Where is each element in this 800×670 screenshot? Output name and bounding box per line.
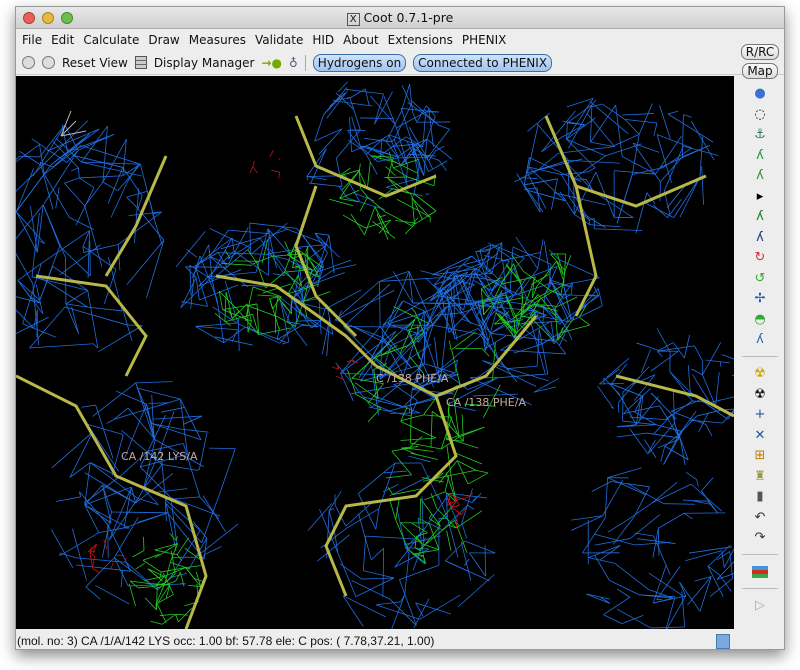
close-button[interactable]	[23, 12, 35, 24]
bond-trace	[104, 155, 168, 277]
difference-map-negative	[446, 492, 474, 527]
status-indicator	[716, 634, 730, 649]
rotate-zone-icon[interactable]: ↺	[754, 270, 766, 286]
bond-trace	[294, 185, 358, 338]
zoom-button[interactable]	[61, 12, 73, 24]
edit-chi-icon[interactable]: ʎ	[756, 332, 764, 347]
separator	[742, 588, 778, 589]
display-manager-icon	[134, 56, 147, 69]
difference-map-negative	[249, 150, 281, 179]
display-manager-button[interactable]: Display Manager	[153, 55, 255, 70]
rotate-translate-icon[interactable]: ↻	[754, 250, 766, 265]
reset-view-button[interactable]: Reset View	[62, 55, 128, 70]
molecule-icon[interactable]: ♁	[289, 55, 298, 70]
arrow-right-icon[interactable]: ▸	[756, 188, 764, 204]
map-button[interactable]: Map	[742, 63, 778, 79]
redo-icon[interactable]: ↷	[754, 530, 766, 545]
stamp-icon[interactable]: ♜	[754, 468, 766, 484]
separator	[742, 554, 778, 555]
map-mesh	[597, 328, 734, 466]
map-mesh	[51, 381, 239, 605]
bond-trace	[215, 274, 378, 368]
graphics-viewport[interactable]: CA /142 LYS/A C /138 PHE/A CA /138 PHE/A	[16, 76, 734, 629]
atom-label: CA /138 PHE/A	[446, 396, 526, 409]
difference-map-positive	[214, 239, 331, 335]
anchor-icon[interactable]: ⚓	[754, 127, 766, 142]
flip-peptide-icon[interactable]: ✢	[754, 291, 766, 306]
delete-icon[interactable]: ▮	[756, 489, 764, 504]
rrc-button[interactable]: R/RC	[740, 44, 780, 60]
difference-map-positive	[385, 436, 489, 564]
play-icon[interactable]	[22, 56, 35, 69]
expand-arrow-icon[interactable]: ▷	[755, 598, 765, 613]
model-toolbar: R/RC Map ● ◌ ⚓ ʎ ʎ ▸ ʎ ʎ ↻ ↺ ✢ ◓ ʎ ☢ ☢ + ✕ ⊞ ♜ ▮ ↶ ↷ ▷	[736, 44, 784, 631]
menu-bar: File Edit Calculate Draw Measures Valida…	[16, 29, 784, 51]
difference-map-negative	[331, 359, 358, 380]
map-mesh	[514, 97, 719, 234]
atom-label: C /138 PHE/A	[376, 372, 449, 385]
bond-trace	[16, 374, 208, 629]
menu-measures[interactable]: Measures	[188, 33, 246, 47]
bond-trace	[615, 374, 734, 418]
window-title: Coot 0.7.1-pre	[363, 10, 454, 25]
density-map-canvas[interactable]: CA /142 LYS/A C /138 PHE/A CA /138 PHE/A	[16, 76, 734, 629]
map-mesh	[321, 270, 569, 417]
bond-trace	[544, 115, 707, 208]
refine-sphere-icon[interactable]: ●	[754, 86, 766, 101]
bond-trace	[375, 315, 538, 398]
bond-trace	[35, 274, 148, 377]
chain-icon[interactable]: ʎ	[756, 168, 764, 183]
menu-phenix[interactable]: PHENIX	[461, 33, 507, 47]
axes-indicator	[60, 110, 87, 137]
menu-edit[interactable]: Edit	[51, 33, 75, 47]
map-mesh	[571, 467, 734, 629]
radiation-icon[interactable]: ☢	[754, 386, 766, 402]
coot-window: X Coot 0.7.1-pre File Edit Calculate Draw…	[15, 6, 785, 650]
bond-trace	[324, 395, 458, 597]
status-bar: (mol. no: 3) CA /1/A/142 LYS occ: 1.00 b…	[16, 631, 784, 651]
difference-map-negative	[87, 539, 127, 574]
menu-draw[interactable]: Draw	[148, 33, 180, 47]
map-mesh	[175, 222, 362, 352]
go-to-atom-icon[interactable]: →●	[261, 55, 282, 70]
rotamer-green-icon[interactable]: ʎ	[756, 147, 764, 163]
hydrogens-toggle[interactable]: Hydrogens on	[312, 53, 407, 72]
title-bar: X Coot 0.7.1-pre	[16, 7, 784, 29]
menu-about[interactable]: About	[343, 33, 379, 47]
difference-map-positive	[480, 253, 591, 342]
radiation-small-icon[interactable]: ☢	[754, 366, 766, 381]
atom-label: CA /142 LYS/A	[121, 450, 198, 463]
add-box-icon[interactable]: ⊞	[754, 448, 766, 463]
separator	[742, 356, 778, 357]
fit-residue-icon[interactable]: ʎ	[756, 209, 764, 224]
toolbar: Reset View Display Manager →● ♁ Hydrogen…	[16, 51, 784, 75]
difference-map-positive	[128, 533, 206, 625]
difference-map-positive	[328, 151, 437, 240]
rotate-icon[interactable]: ◌	[754, 106, 766, 122]
menu-calculate[interactable]: Calculate	[83, 33, 140, 47]
stop-icon[interactable]	[42, 56, 55, 69]
map-mesh	[16, 120, 165, 353]
bond-trace	[294, 115, 437, 198]
status-text: (mol. no: 3) CA /1/A/142 LYS occ: 1.00 b…	[17, 634, 435, 648]
phenix-connection-button[interactable]: Connected to PHENIX	[413, 53, 553, 72]
add-atom-icon[interactable]: +	[754, 407, 766, 422]
flag-icon[interactable]	[751, 563, 769, 581]
x11-icon: X	[346, 13, 360, 26]
add-terminal-icon[interactable]: ✕	[754, 427, 766, 443]
minimize-button[interactable]	[42, 12, 54, 24]
menu-hid[interactable]: HID	[312, 33, 335, 47]
backbone-icon[interactable]: ʎ	[756, 229, 764, 245]
toolbar-separator	[304, 54, 306, 71]
bond-trace	[574, 185, 598, 317]
undo-icon[interactable]: ↶	[754, 509, 766, 525]
menu-extensions[interactable]: Extensions	[387, 33, 453, 47]
side-chain-icon[interactable]: ◓	[754, 311, 766, 327]
menu-file[interactable]: File	[22, 33, 43, 47]
map-mesh	[306, 81, 453, 210]
menu-validate[interactable]: Validate	[255, 33, 304, 47]
